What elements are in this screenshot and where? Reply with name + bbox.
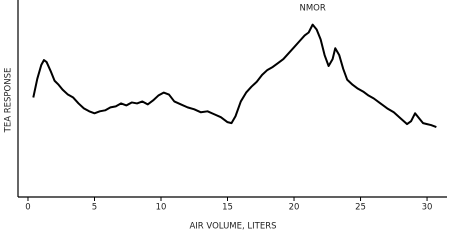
x-tick-label: 10 [156, 203, 167, 213]
x-tick-label: 5 [92, 203, 97, 213]
y-axis-label: TEA RESPONSE [4, 68, 14, 134]
x-axis-label: AIR VOLUME, LITERS [189, 222, 276, 232]
data-line [32, 23, 437, 128]
chart: AIR VOLUME, LITERS TEA RESPONSE 0 5 10 15 20… [4, 0, 447, 232]
x-tick-label: 20 [289, 203, 300, 213]
annotation: NMOR [299, 4, 325, 14]
x-tick-label: 0 [25, 203, 30, 213]
x-tick-label: 15 [222, 203, 233, 213]
x-tick-label: 30 [422, 203, 433, 213]
x-tick-label: 25 [355, 203, 366, 213]
